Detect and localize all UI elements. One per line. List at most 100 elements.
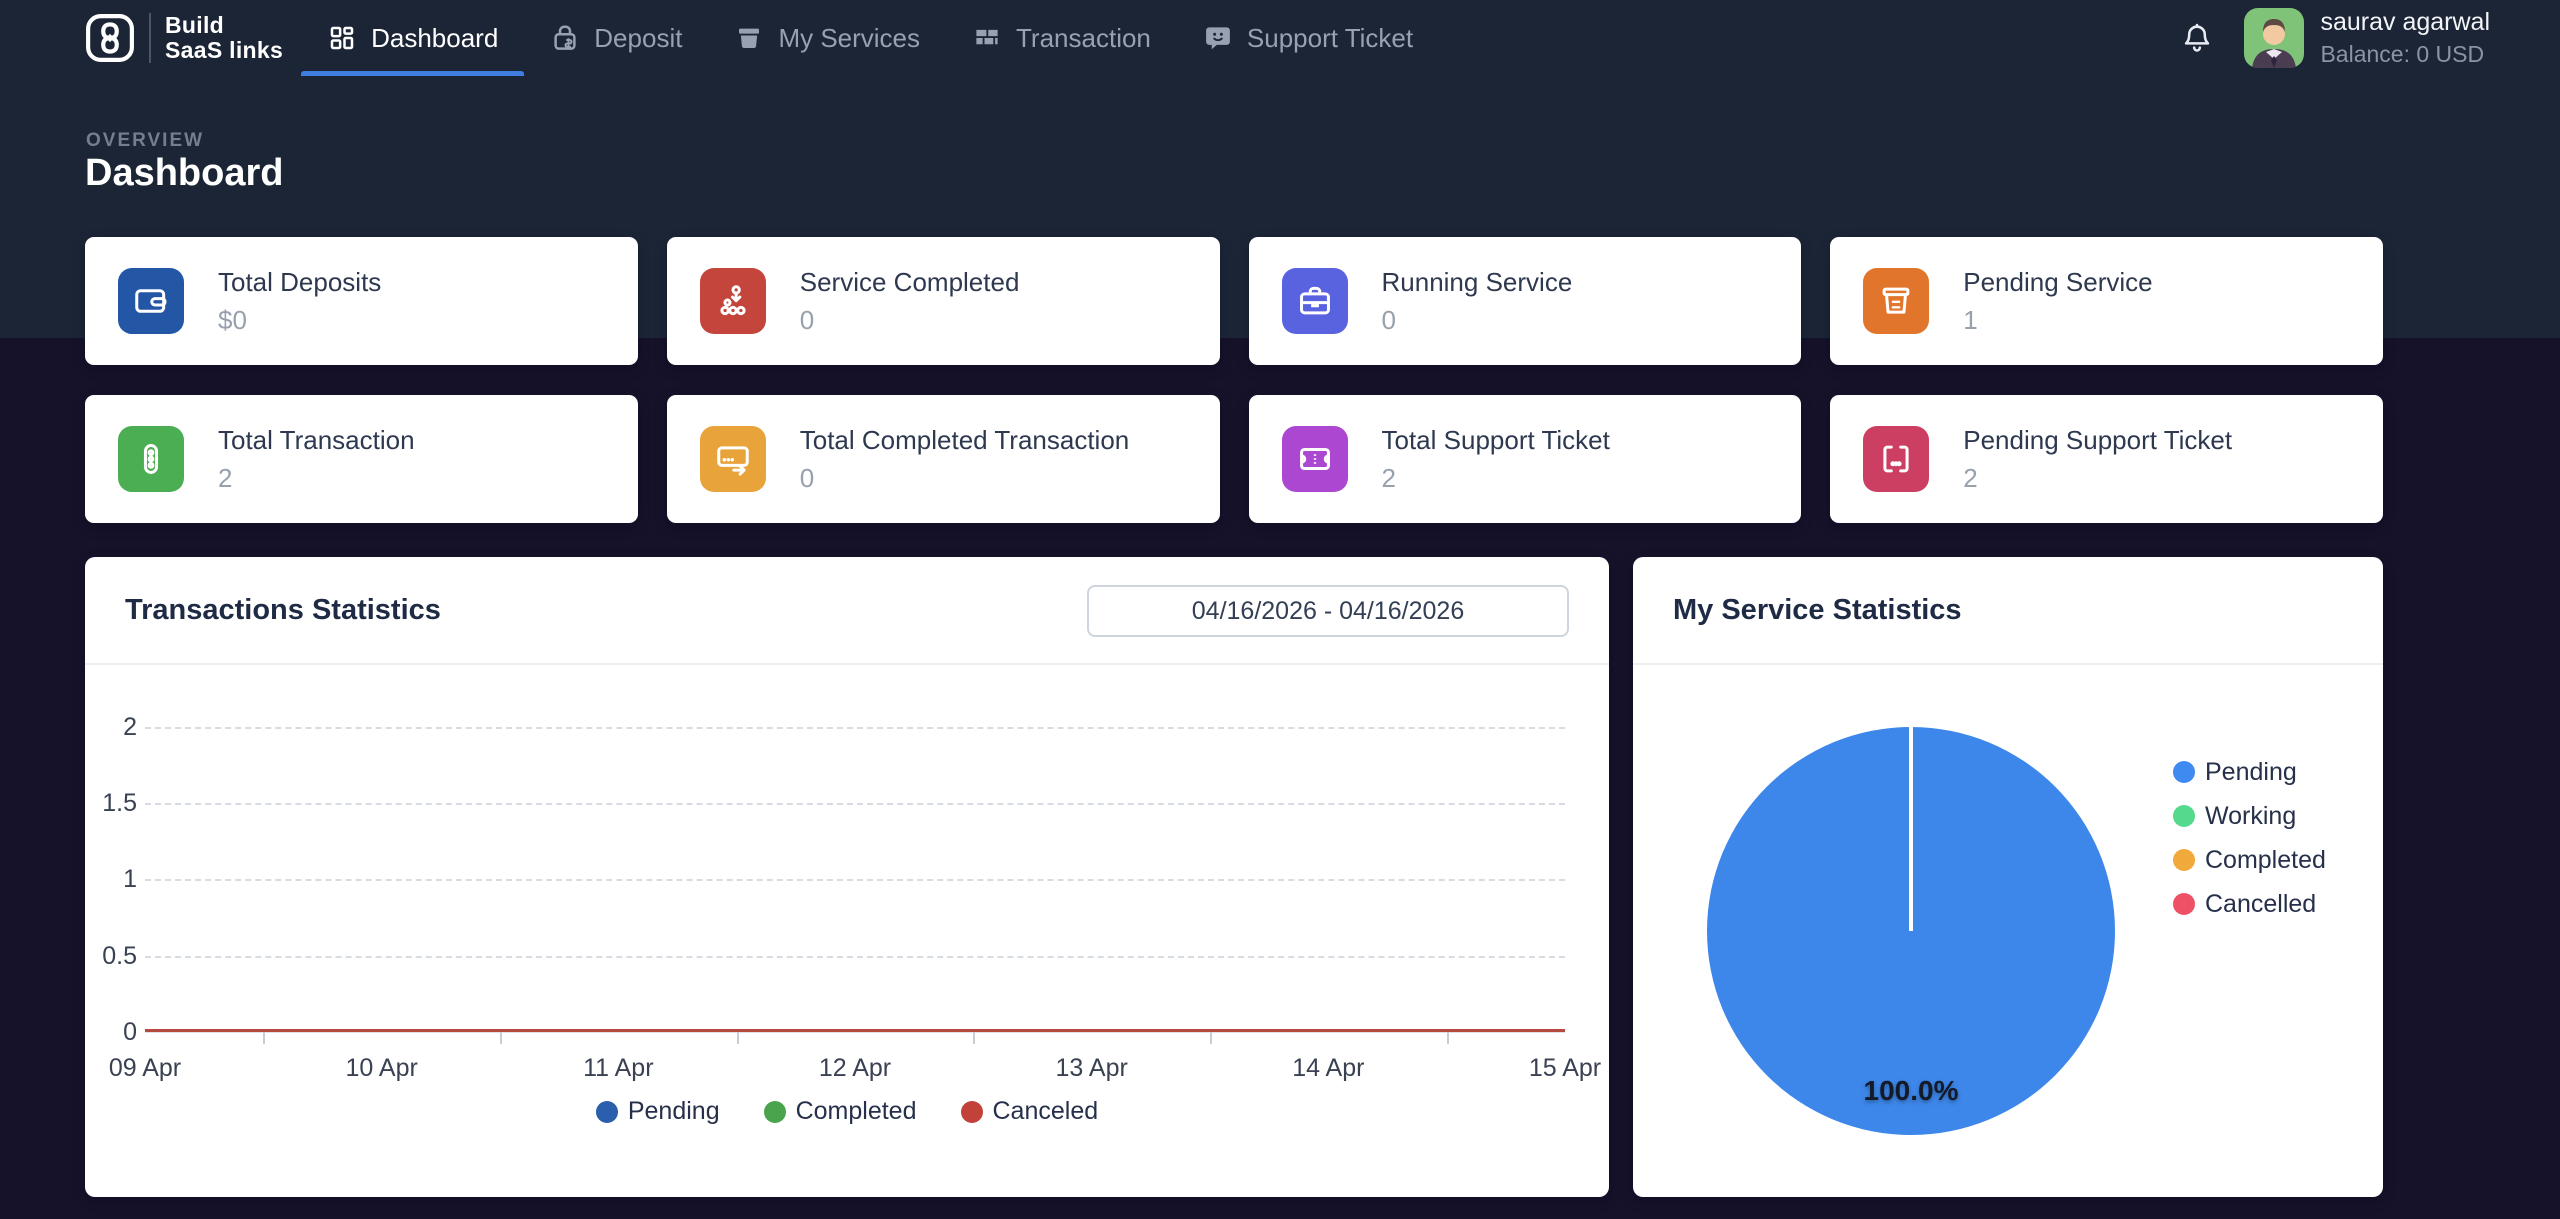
stat-value: $0 [218, 305, 381, 336]
pie-chart-legend: Pending Working Completed Cancelled [2173, 750, 2326, 926]
stat-label: Total Support Ticket [1382, 425, 1610, 456]
stat-label: Pending Support Ticket [1963, 425, 2232, 456]
transactions-panel-title: Transactions Statistics [125, 594, 441, 627]
user-meta: saurav agarwal Balance: 0 USD [2320, 8, 2490, 68]
legend-dot [764, 1101, 786, 1123]
x-axis-tickmark [500, 1032, 502, 1044]
brand-divider [149, 13, 151, 63]
nav-item-label: Support Ticket [1247, 23, 1413, 54]
stat-value: 2 [1963, 463, 2232, 494]
stat-card-service-completed: Service Completed 0 [667, 237, 1220, 365]
service-panel-title: My Service Statistics [1673, 594, 1962, 627]
x-axis-tickmark [1447, 1032, 1449, 1044]
stat-label: Total Completed Transaction [800, 425, 1130, 456]
nav-item-my-services[interactable]: My Services [708, 0, 946, 76]
transactions-panel-header: Transactions Statistics [85, 557, 1609, 665]
user-balance: Balance: 0 USD [2320, 41, 2490, 68]
x-axis-label: 14 Apr [1292, 1054, 1364, 1083]
nav-item-deposit[interactable]: Deposit [524, 0, 708, 76]
archive-box-icon [1863, 268, 1929, 334]
bricks-icon [972, 23, 1002, 53]
x-axis-line [145, 1032, 1565, 1033]
legend-dot [2173, 805, 2195, 827]
stat-label: Running Service [1382, 267, 1573, 298]
pie-slice-divider [1909, 727, 1913, 931]
chat-bubble-icon [1203, 23, 1233, 53]
nav-item-dashboard[interactable]: Dashboard [301, 0, 524, 76]
nav-menu: Dashboard Deposit My Services [301, 0, 1439, 76]
user-name: saurav agarwal [2320, 8, 2490, 37]
stat-label: Total Deposits [218, 267, 381, 298]
legend-item-working: Working [2173, 794, 2326, 838]
nav-item-label: Deposit [594, 23, 682, 54]
briefcase-icon [1282, 268, 1348, 334]
y-axis-tick: 0.5 [87, 941, 137, 971]
stat-value: 2 [1382, 463, 1610, 494]
card-arrow-icon [700, 426, 766, 492]
y-axis-tick: 1.5 [87, 788, 137, 818]
service-panel-header: My Service Statistics [1633, 557, 2383, 665]
traffic-pill-icon [118, 426, 184, 492]
y-axis-tick: 0 [87, 1017, 137, 1047]
x-axis-tickmark [973, 1032, 975, 1044]
gridline [145, 727, 1565, 729]
stat-card-pending-support-ticket: Pending Support Ticket 2 [1830, 395, 2383, 523]
legend-item-canceled: Canceled [961, 1097, 1099, 1126]
brand-line2: SaaS links [165, 38, 283, 63]
stat-card-total-completed-transaction: Total Completed Transaction 0 [667, 395, 1220, 523]
stat-label: Pending Service [1963, 267, 2152, 298]
stat-card-running-service: Running Service 0 [1249, 237, 1802, 365]
my-service-statistics-panel: My Service Statistics 100.0% Pending Wor… [1633, 557, 2383, 1197]
top-navbar: Build SaaS links Dashboard [0, 0, 2560, 76]
legend-dot [2173, 849, 2195, 871]
x-axis-tickmark [263, 1032, 265, 1044]
gridline [145, 956, 1565, 958]
legend-dot [596, 1101, 618, 1123]
dashboard-grid-icon [327, 23, 357, 53]
notification-bell-icon[interactable] [2180, 21, 2214, 55]
stat-card-total-support-ticket: Total Support Ticket 2 [1249, 395, 1802, 523]
nav-item-support-ticket[interactable]: Support Ticket [1177, 0, 1439, 76]
navbar-right: saurav agarwal Balance: 0 USD [2180, 8, 2490, 68]
transactions-line-chart: 2 1.5 1 0.5 0 09 Apr 10 Apr 11 Apr 12 Ap… [145, 727, 1565, 1032]
x-axis-label: 12 Apr [819, 1054, 891, 1083]
deposit-bag-icon [550, 23, 580, 53]
wallet-icon [118, 268, 184, 334]
x-axis-tickmark [1210, 1032, 1212, 1044]
stat-card-pending-service: Pending Service 1 [1830, 237, 2383, 365]
legend-item-pending: Pending [2173, 750, 2326, 794]
gridline [145, 879, 1565, 881]
brand-line1: Build [165, 13, 283, 38]
nav-item-label: Dashboard [371, 23, 498, 54]
nav-item-transaction[interactable]: Transaction [946, 0, 1177, 76]
brand-logo[interactable]: Build SaaS links [85, 13, 283, 63]
cluster-nodes-icon [700, 268, 766, 334]
line-chart-legend: Pending Completed Canceled [85, 1097, 1609, 1126]
overview-eyebrow: OVERVIEW [86, 130, 204, 152]
page-title: Dashboard [85, 152, 283, 195]
stat-card-total-transaction: Total Transaction 2 [85, 395, 638, 523]
legend-item-completed: Completed [2173, 838, 2326, 882]
series-line-at-zero [145, 1029, 1565, 1032]
gridline [145, 803, 1565, 805]
date-range-input[interactable] [1087, 585, 1569, 637]
y-axis-tick: 2 [87, 712, 137, 742]
x-axis-label: 11 Apr [583, 1054, 653, 1083]
clover-logo-icon [85, 13, 135, 63]
stat-card-total-deposits: Total Deposits $0 [85, 237, 638, 365]
stat-label: Total Transaction [218, 425, 415, 456]
user-menu[interactable]: saurav agarwal Balance: 0 USD [2244, 8, 2490, 68]
stat-value: 0 [800, 305, 1020, 336]
brackets-dots-icon [1863, 426, 1929, 492]
archive-box-icon [734, 23, 764, 53]
nav-item-label: My Services [778, 23, 920, 54]
stat-value: 0 [1382, 305, 1573, 336]
stat-cards-grid: Total Deposits $0 Service Completed 0 [85, 237, 2383, 523]
stat-value: 0 [800, 463, 1130, 494]
brand-text: Build SaaS links [165, 13, 283, 63]
x-axis-label: 13 Apr [1056, 1054, 1128, 1083]
nav-item-label: Transaction [1016, 23, 1151, 54]
stat-label: Service Completed [800, 267, 1020, 298]
dashboard-page: Build SaaS links Dashboard [0, 0, 2560, 1219]
service-pie-chart: 100.0% [1707, 727, 2115, 1135]
